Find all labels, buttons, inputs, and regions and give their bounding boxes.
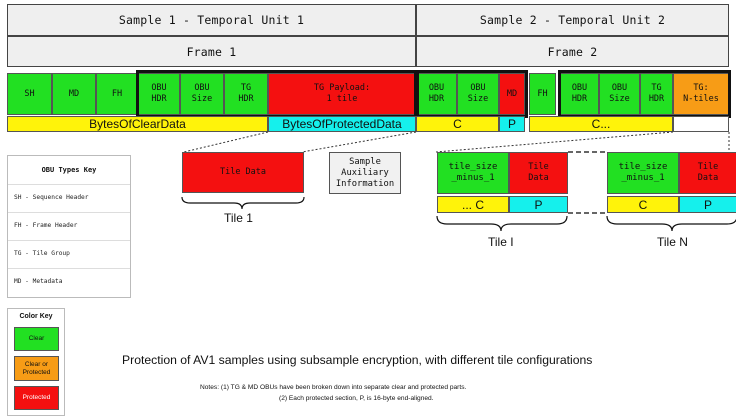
obu-md: MD (52, 73, 96, 115)
tile-i-p: P (509, 196, 568, 213)
frame2-header: Frame 2 (416, 36, 729, 67)
obu-types-key: OBU Types Key SH - Sequence Header FH - … (7, 155, 131, 298)
obu-key-divider-1 (8, 184, 130, 185)
bytes-p-bar: P (499, 116, 525, 132)
bytes-c-bar: C (416, 116, 499, 132)
obu-sh: SH (7, 73, 52, 115)
tile-n-c: C (607, 196, 679, 213)
tg-ntiles: TG: N-tiles (673, 73, 729, 115)
obu-fh: FH (96, 73, 138, 115)
bytes-c-more-bar: C... (529, 116, 673, 132)
sample2-header: Sample 2 - Temporal Unit 2 (416, 4, 729, 36)
tile-i-c: ... C (437, 196, 509, 213)
tile-n-size: tile_size _minus_1 (607, 152, 679, 194)
obu-size-1: OBU Size (180, 73, 224, 115)
obu-hdr-3: OBU HDR (560, 73, 599, 115)
tile-i-label: Tile I (488, 235, 514, 249)
obu-key-divider-4 (8, 268, 130, 269)
color-key-clear: Clear (14, 327, 59, 351)
obu-key-item-tg: TG - Tile Group (14, 250, 70, 257)
obu-key-divider-3 (8, 240, 130, 241)
tile1-data: Tile Data (182, 152, 304, 193)
tile-n-label: Tile N (657, 235, 688, 249)
color-key-clear-or-protected: Clear or Protected (14, 356, 59, 381)
obu-key-item-md: MD - Metadata (14, 278, 63, 285)
tg-hdr-3: TG HDR (640, 73, 673, 115)
sample-aux-info: Sample Auxiliary Information (329, 152, 401, 194)
frame1-header: Frame 1 (7, 36, 416, 67)
bytes-clear-bar: BytesOfClearData (7, 116, 268, 132)
tg-hdr-1: TG HDR (224, 73, 268, 115)
obu-key-divider-2 (8, 212, 130, 213)
obu-size-2: OBU Size (457, 73, 499, 115)
obu-size-3: OBU Size (599, 73, 640, 115)
obu-hdr-1: OBU HDR (138, 73, 180, 115)
tile-i-data: Tile Data (509, 152, 568, 194)
tile-n-data: Tile Data (679, 152, 736, 194)
notes-line-2: (2) Each protected section, P, is 16-byt… (279, 395, 434, 402)
sample1-header: Sample 1 - Temporal Unit 1 (7, 4, 416, 36)
color-key-title: Color Key (19, 313, 53, 320)
notes-line-1: Notes: (1) TG & MD OBUs have been broken… (200, 384, 467, 391)
obu-hdr-2: OBU HDR (416, 73, 457, 115)
color-key: Color Key Clear Clear or Protected Prote… (7, 308, 65, 416)
tile-n-p: P (679, 196, 736, 213)
tile1-label: Tile 1 (224, 211, 253, 225)
color-key-protected: Protected (14, 386, 59, 410)
obu-key-item-sh: SH - Sequence Header (14, 194, 89, 201)
obu-md-protected: MD (499, 73, 525, 115)
bytes-empty-bar (673, 116, 729, 132)
obu-fh-2: FH (529, 73, 556, 115)
tile-i-size: tile_size _minus_1 (437, 152, 509, 194)
obu-key-item-fh: FH - Frame Header (14, 222, 78, 229)
obu-key-title: OBU Types Key (41, 166, 97, 174)
tg-payload: TG Payload: 1 tile (268, 73, 416, 115)
diagram-caption: Protection of AV1 samples using subsampl… (122, 353, 593, 367)
bytes-protected-bar: BytesOfProtectedData (268, 116, 416, 132)
